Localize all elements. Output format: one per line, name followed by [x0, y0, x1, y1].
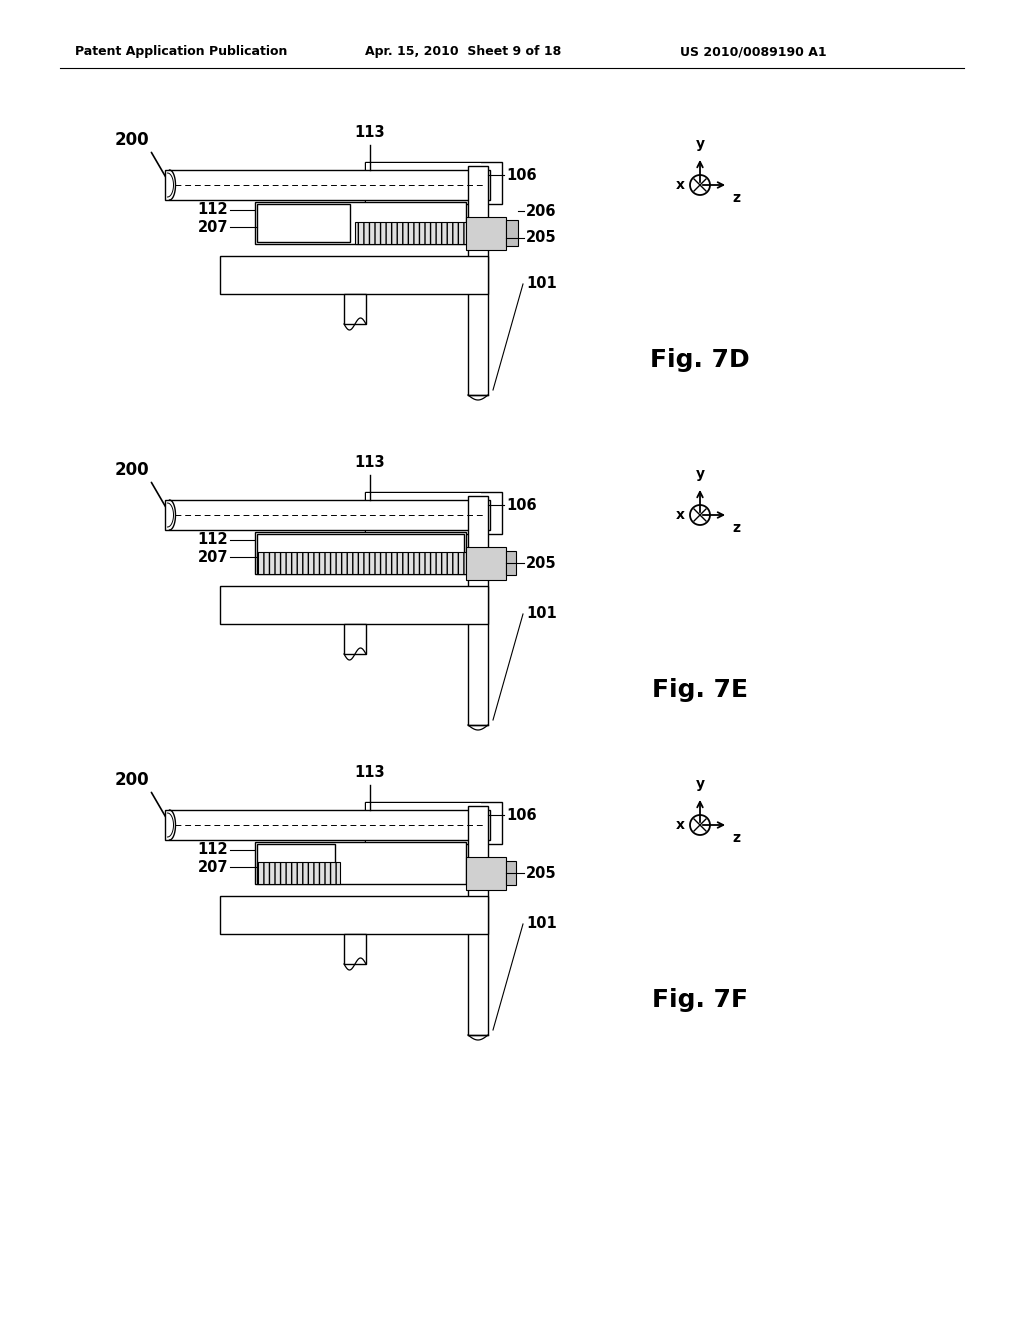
Text: 205: 205: [526, 556, 557, 570]
Bar: [366, 492, 481, 533]
Bar: [344, 624, 366, 653]
Bar: [468, 166, 488, 395]
Bar: [466, 216, 506, 249]
Text: 101: 101: [526, 606, 557, 622]
Text: 106: 106: [506, 168, 537, 182]
Bar: [468, 807, 488, 1035]
Bar: [506, 220, 518, 247]
Text: 106: 106: [506, 808, 537, 822]
Text: 200: 200: [115, 131, 150, 149]
Text: 200: 200: [115, 461, 150, 479]
Text: z: z: [732, 832, 740, 845]
Text: Fig. 7D: Fig. 7D: [650, 348, 750, 372]
Text: 101: 101: [526, 276, 557, 292]
Text: z: z: [732, 521, 740, 535]
Text: x: x: [676, 178, 685, 191]
Text: x: x: [676, 818, 685, 832]
Text: 101: 101: [526, 916, 557, 932]
Text: 106: 106: [506, 498, 537, 512]
Bar: [255, 842, 466, 884]
Text: y: y: [695, 777, 705, 791]
Text: 200: 200: [115, 771, 150, 789]
Text: 113: 113: [354, 125, 385, 140]
Text: 207: 207: [198, 859, 228, 874]
Text: Patent Application Publication: Patent Application Publication: [75, 45, 288, 58]
Bar: [365, 162, 502, 205]
Text: Fig. 7F: Fig. 7F: [652, 987, 748, 1012]
Text: 205: 205: [526, 231, 557, 246]
Bar: [468, 496, 488, 725]
Bar: [344, 294, 366, 323]
Text: 207: 207: [198, 219, 228, 235]
Bar: [220, 256, 488, 294]
Bar: [365, 492, 502, 535]
Text: y: y: [695, 467, 705, 480]
Bar: [255, 532, 466, 574]
Bar: [257, 843, 335, 882]
Text: x: x: [676, 508, 685, 521]
Text: 207: 207: [198, 549, 228, 565]
Bar: [466, 546, 506, 579]
Bar: [220, 896, 488, 935]
Text: y: y: [695, 137, 705, 150]
Text: Apr. 15, 2010  Sheet 9 of 18: Apr. 15, 2010 Sheet 9 of 18: [365, 45, 561, 58]
Bar: [165, 810, 490, 840]
Text: 112: 112: [198, 842, 228, 858]
Bar: [506, 861, 516, 886]
Bar: [257, 205, 350, 242]
Text: 205: 205: [526, 866, 557, 880]
Bar: [255, 202, 466, 244]
Text: Fig. 7E: Fig. 7E: [652, 678, 748, 702]
Bar: [257, 552, 466, 574]
Text: 112: 112: [198, 202, 228, 218]
Bar: [220, 586, 488, 624]
Text: z: z: [732, 191, 740, 205]
Bar: [366, 803, 481, 843]
Bar: [506, 550, 516, 576]
Bar: [355, 222, 468, 244]
Bar: [466, 857, 506, 890]
Bar: [344, 935, 366, 964]
Bar: [257, 862, 340, 884]
Bar: [366, 162, 481, 203]
Bar: [365, 803, 502, 843]
Bar: [165, 500, 490, 531]
Text: US 2010/0089190 A1: US 2010/0089190 A1: [680, 45, 826, 58]
Bar: [257, 535, 464, 572]
Text: 206: 206: [526, 203, 556, 219]
Text: 113: 113: [354, 766, 385, 780]
Bar: [165, 170, 490, 201]
Text: 113: 113: [354, 455, 385, 470]
Text: 112: 112: [198, 532, 228, 548]
